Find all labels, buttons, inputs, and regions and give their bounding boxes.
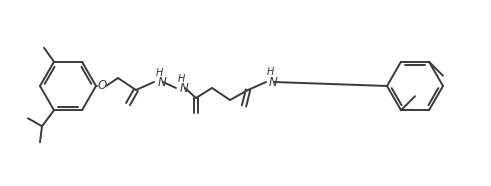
Text: N: N (158, 76, 167, 89)
Text: H: H (177, 74, 185, 84)
Text: O: O (97, 78, 107, 92)
Text: H: H (155, 68, 163, 78)
Text: H: H (266, 67, 273, 77)
Text: N: N (269, 76, 278, 89)
Text: N: N (180, 81, 189, 94)
